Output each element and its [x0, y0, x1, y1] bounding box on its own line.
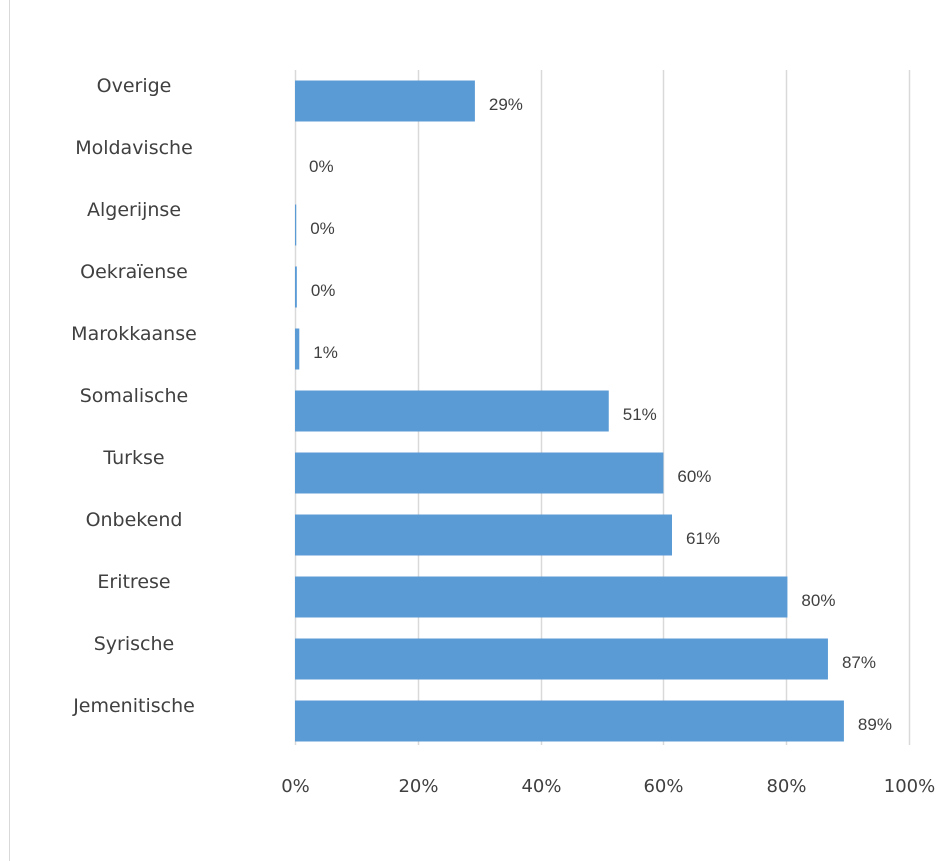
data-label: 61% — [686, 529, 720, 548]
bar — [295, 514, 672, 556]
category-label: Marokkaanse — [71, 323, 197, 345]
bar — [295, 576, 788, 618]
category-label: Moldavische — [75, 137, 193, 159]
data-labels: 29% 0% 0% 0% 1% 51% 60% 61% 80% 87% 89% — [309, 95, 892, 734]
bar — [295, 452, 664, 494]
bar — [295, 700, 844, 742]
x-tick-label: 40% — [521, 776, 561, 797]
category-label: Syrische — [94, 633, 174, 655]
category-label: Turkse — [102, 447, 164, 469]
category-label: Eritrese — [97, 571, 170, 593]
bar — [295, 80, 475, 122]
data-label: 80% — [801, 591, 835, 610]
bar — [295, 204, 297, 246]
data-label: 29% — [489, 95, 523, 114]
bar — [295, 390, 609, 432]
category-label: Algerijnse — [87, 199, 181, 221]
gridlines — [294, 70, 911, 745]
x-tick-label: 0% — [281, 776, 310, 797]
data-label: 87% — [842, 653, 876, 672]
category-labels: Overige Moldavische Algerijnse Oekraïense Ma… — [71, 75, 197, 717]
data-label: 89% — [858, 715, 892, 734]
data-label: 51% — [623, 405, 657, 424]
data-label: 1% — [313, 343, 338, 362]
data-label: 60% — [677, 467, 711, 486]
data-label: 0% — [311, 281, 336, 300]
x-tick-label: 100% — [884, 776, 935, 797]
category-label: Jemenitische — [72, 695, 195, 717]
bar — [295, 266, 297, 308]
category-label: Onbekend — [86, 509, 183, 531]
frame-border — [9, 0, 10, 861]
category-label: Somalische — [80, 385, 188, 407]
category-label: Oekraïense — [80, 261, 188, 283]
x-tick-label: 60% — [643, 776, 683, 797]
x-tick-label: 20% — [398, 776, 438, 797]
bars — [295, 80, 844, 742]
category-label: Overige — [97, 75, 172, 97]
bar — [295, 328, 300, 370]
data-label: 0% — [309, 157, 334, 176]
x-tick-labels: 0% 20% 40% 60% 80% 100% — [281, 776, 935, 797]
data-label: 0% — [310, 219, 335, 238]
x-tick-label: 80% — [766, 776, 806, 797]
bar — [295, 638, 828, 680]
